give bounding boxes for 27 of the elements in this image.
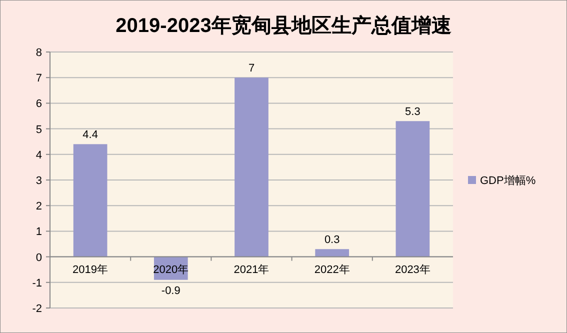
y-tick-label: 2 [36,200,42,213]
y-tick-label: -2 [32,303,42,315]
data-label: 7 [248,62,255,75]
y-tick-label: 0 [36,252,42,264]
y-tick-label: 1 [36,226,42,238]
legend-label: GDP增幅% [480,175,536,187]
x-tick-label: 2022年 [314,264,350,276]
y-tick-label: 5 [36,124,42,136]
y-tick-label: 7 [36,72,42,85]
y-tick-label: 8 [36,47,42,59]
data-label: 5.3 [405,106,420,118]
chart-title: 2019-2023年宽甸县地区生产总值增速 [116,14,452,37]
x-tick-label: 2019年 [72,264,108,276]
y-tick-label: 4 [36,149,42,162]
y-tick-label: 6 [36,98,42,110]
data-label: 0.3 [324,234,340,246]
bar [234,78,268,257]
x-tick-label: 2021年 [234,264,270,276]
x-tick-label: 2023年 [394,264,430,276]
y-tick-label: 3 [36,175,42,187]
bar [73,144,108,257]
x-tick-label: 2020年 [153,264,189,276]
bar [396,121,430,257]
data-label: -0.9 [161,284,180,297]
y-tick-label: -1 [32,277,42,290]
data-label: 4.4 [82,129,98,142]
bar [315,249,350,257]
